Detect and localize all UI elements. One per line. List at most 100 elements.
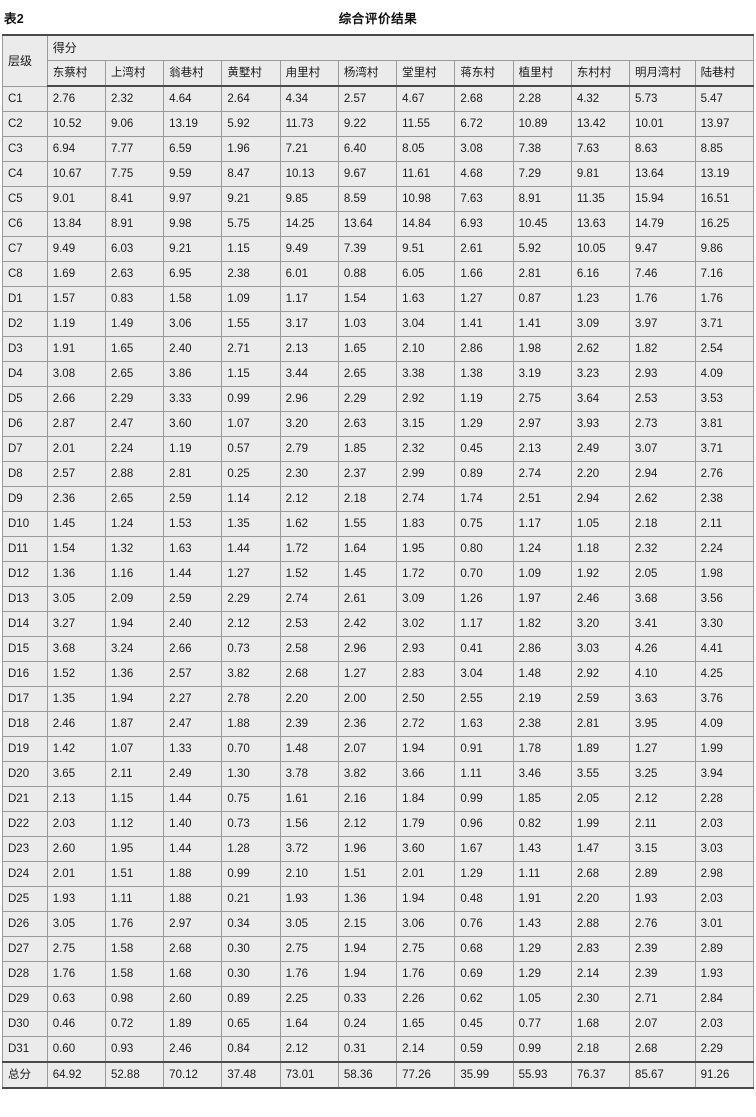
- table-row: D8 2.57 2.88 2.81 0.25 2.30 2.37 2.99 0.89 2.74 2.…: [2, 461, 755, 487]
- header-village: 杨湾村: [337, 60, 398, 87]
- row-level-label: D10: [2, 511, 48, 537]
- score-cell: 1.51: [104, 861, 165, 887]
- table-title: 综合评价结果: [338, 12, 418, 26]
- score-cell: 8.47: [221, 161, 281, 187]
- table-row: C5 9.01 8.41 9.97 9.21 9.85 8.59 10.98 7.63 8.91 1…: [2, 186, 755, 212]
- score-cell: 1.27: [454, 286, 514, 312]
- row-level-label: D17: [2, 686, 48, 712]
- row-level-label: D27: [2, 936, 48, 962]
- score-cell: 2.81: [570, 711, 631, 737]
- score-cell: 16.51: [694, 186, 755, 212]
- score-cell: 1.91: [512, 886, 572, 912]
- row-level-label: D23: [2, 836, 48, 862]
- score-cell: 1.84: [396, 786, 456, 812]
- score-cell: 2.20: [570, 461, 631, 487]
- score-cell: 0.70: [221, 736, 281, 762]
- score-cell: 2.57: [337, 85, 398, 112]
- score-cell: 1.93: [629, 886, 696, 912]
- score-cell: 10.89: [512, 111, 572, 137]
- score-cell: 10.98: [396, 186, 456, 212]
- row-level-label: D21: [2, 786, 48, 812]
- score-cell: 3.09: [570, 311, 631, 337]
- score-cell: 1.72: [396, 561, 456, 587]
- score-cell: 2.00: [337, 686, 398, 712]
- score-cell: 2.37: [337, 461, 398, 487]
- score-cell: 1.85: [337, 436, 398, 462]
- score-cell: 9.59: [163, 161, 223, 187]
- table-row: D27 2.75 1.58 2.68 0.30 2.75 1.94 2.75 0.68 1.29 2…: [2, 936, 755, 962]
- score-cell: 10.13: [279, 161, 339, 187]
- score-cell: 1.88: [163, 886, 223, 912]
- total-cell: 52.88: [104, 1061, 165, 1089]
- score-cell: 0.76: [454, 911, 514, 937]
- header-village: 植里村: [512, 60, 572, 87]
- table-row: C4 10.67 7.75 9.59 8.47 10.13 9.67 11.61 4.68 7.2…: [2, 161, 755, 187]
- score-cell: 1.29: [512, 936, 572, 962]
- score-cell: 14.79: [629, 211, 696, 237]
- score-cell: 0.68: [454, 936, 514, 962]
- score-cell: 3.07: [629, 436, 696, 462]
- score-cell: 2.59: [163, 486, 223, 512]
- score-cell: 4.41: [694, 636, 755, 662]
- score-cell: 2.88: [104, 461, 165, 487]
- score-cell: 2.30: [570, 986, 631, 1012]
- score-cell: 8.05: [396, 136, 456, 162]
- score-cell: 2.29: [104, 386, 165, 412]
- score-cell: 2.11: [104, 761, 165, 787]
- score-cell: 4.68: [454, 161, 514, 187]
- score-cell: 2.96: [279, 386, 339, 412]
- score-cell: 2.36: [46, 486, 106, 512]
- score-cell: 3.76: [694, 686, 755, 712]
- table-row: C1 2.76 2.32 4.64 2.64 4.34 2.57 4.67 2.68 2.28 4.…: [2, 85, 755, 112]
- score-cell: 0.46: [46, 1011, 106, 1037]
- score-cell: 8.85: [694, 136, 755, 162]
- score-cell: 1.64: [279, 1011, 339, 1037]
- score-cell: 2.14: [396, 1036, 456, 1063]
- row-level-label: C7: [2, 236, 48, 262]
- score-cell: 3.65: [46, 761, 106, 787]
- score-cell: 1.29: [454, 861, 514, 887]
- score-cell: 2.47: [104, 411, 165, 437]
- score-cell: 1.52: [279, 561, 339, 587]
- score-cell: 2.36: [337, 711, 398, 737]
- score-cell: 9.67: [337, 161, 398, 187]
- score-cell: 2.38: [512, 711, 572, 737]
- score-cell: 6.05: [396, 261, 456, 287]
- score-cell: 5.73: [629, 85, 696, 112]
- score-cell: 3.04: [454, 661, 514, 687]
- score-cell: 1.95: [104, 836, 165, 862]
- row-level-label: D5: [2, 386, 48, 412]
- table-row: D11 1.54 1.32 1.63 1.44 1.72 1.64 1.95 0.80 1.24 1…: [2, 536, 755, 562]
- score-cell: 2.83: [570, 936, 631, 962]
- score-cell: 1.76: [104, 911, 165, 937]
- score-cell: 2.39: [629, 961, 696, 987]
- table-number-label: 表2: [4, 12, 24, 26]
- score-cell: 1.48: [279, 736, 339, 762]
- total-cell: 37.48: [221, 1061, 281, 1089]
- score-cell: 2.20: [570, 886, 631, 912]
- score-cell: 13.97: [694, 111, 755, 137]
- row-level-label: C1: [2, 85, 48, 112]
- score-cell: 2.94: [570, 486, 631, 512]
- score-cell: 2.30: [279, 461, 339, 487]
- score-cell: 2.76: [46, 85, 106, 112]
- score-cell: 3.60: [163, 411, 223, 437]
- table-row: D3 1.91 1.65 2.40 2.71 2.13 1.65 2.10 2.86 1.98 2.…: [2, 336, 755, 362]
- score-cell: 1.52: [46, 661, 106, 687]
- score-cell: 3.08: [454, 136, 514, 162]
- table-row: D10 1.45 1.24 1.53 1.35 1.62 1.55 1.83 0.75 1.17 1…: [2, 511, 755, 537]
- score-cell: 3.06: [163, 311, 223, 337]
- score-cell: 2.93: [396, 636, 456, 662]
- score-cell: 1.36: [104, 661, 165, 687]
- score-cell: 9.98: [163, 211, 223, 237]
- score-cell: 3.09: [396, 586, 456, 612]
- row-level-label: C6: [2, 211, 48, 237]
- table-row: C7 9.49 6.03 9.21 1.15 9.49 7.39 9.51 2.61 5.92 10…: [2, 236, 755, 262]
- score-cell: 1.07: [221, 411, 281, 437]
- score-cell: 1.94: [337, 936, 398, 962]
- score-cell: 3.23: [570, 361, 631, 387]
- score-cell: 3.46: [512, 761, 572, 787]
- score-cell: 1.58: [104, 936, 165, 962]
- score-cell: 3.95: [629, 711, 696, 737]
- score-cell: 3.55: [570, 761, 631, 787]
